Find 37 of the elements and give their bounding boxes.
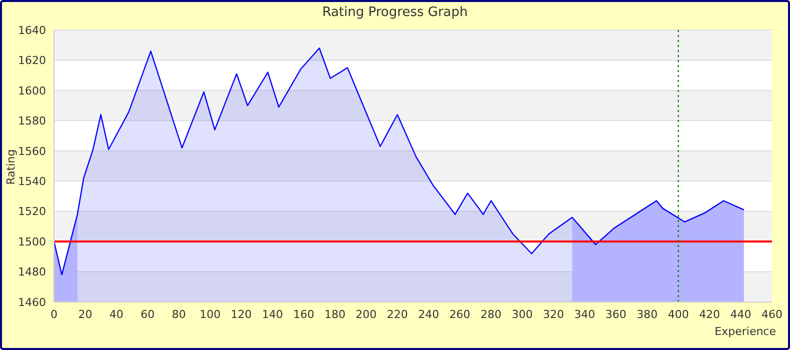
x-tick-label: 260: [449, 308, 470, 321]
y-tick-label: 1620: [18, 54, 46, 68]
y-axis-title: Rating: [4, 149, 18, 185]
y-tick-label: 1460: [18, 296, 46, 309]
x-tick-label: 220: [386, 308, 408, 321]
x-tick-label: 40: [109, 308, 124, 321]
x-tick-label: 440: [730, 308, 752, 321]
x-axis-title: Experience: [714, 325, 776, 338]
y-tick-label: 1600: [18, 84, 46, 98]
x-tick-label: 420: [699, 308, 720, 321]
x-tick-label: 280: [480, 308, 502, 321]
x-tick-label: 80: [172, 308, 186, 321]
y-tick-label: 1640: [18, 24, 46, 37]
y-tick-label: 1560: [18, 144, 46, 158]
x-tick-label: 160: [293, 308, 314, 321]
x-tick-label: 200: [356, 308, 377, 321]
x-tick-label: 60: [140, 308, 155, 321]
x-tick-label: 180: [324, 308, 346, 321]
x-tick-label: 340: [574, 308, 596, 321]
x-tick-label: 0: [50, 308, 58, 321]
x-tick-label: 300: [512, 308, 533, 321]
x-tick-label: 400: [668, 308, 689, 321]
x-tick-label: 20: [78, 308, 92, 321]
x-tick-label: 140: [262, 308, 284, 321]
y-tick-label: 1480: [18, 266, 46, 279]
x-tick-label: 360: [605, 308, 626, 321]
x-tick-label: 380: [636, 308, 658, 321]
y-tick-label: 1500: [18, 235, 46, 248]
x-tick-label: 120: [230, 308, 252, 321]
x-tick-label: 240: [418, 308, 440, 321]
x-tick-label: 100: [200, 308, 221, 321]
x-tick-label: 460: [762, 308, 782, 321]
chart-title: Rating Progress Graph: [321, 5, 469, 20]
y-tick-label: 1520: [18, 205, 46, 218]
y-tick-label: 1540: [18, 175, 46, 188]
y-tick-label: 1580: [18, 114, 46, 128]
x-tick-label: 320: [542, 308, 564, 321]
